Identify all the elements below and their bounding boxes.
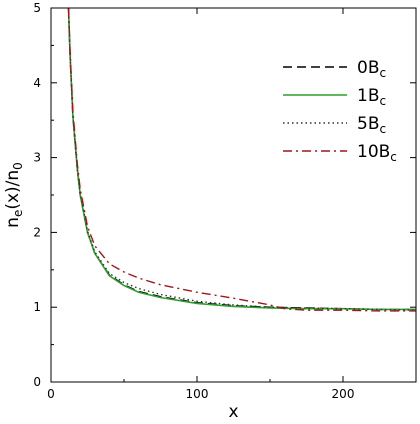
x-tick-label: 100 — [186, 387, 209, 401]
legend-label-3: 10Bc​ — [357, 142, 397, 164]
legend: 0Bc​ 1Bc​ 5Bc​ 10Bc​ — [283, 58, 397, 164]
series-line-5bc — [67, 8, 416, 311]
y-axis-label: ne​(x)/n0​ — [3, 162, 25, 228]
x-axis-label: x — [228, 402, 238, 420]
x-tick-label: 200 — [332, 387, 355, 401]
series-line-10bc — [67, 8, 416, 312]
y-tick-label: 1 — [33, 300, 41, 314]
y-tick-label: 3 — [33, 151, 41, 165]
axes-layer: 0 100 200 0 1 2 3 4 5 — [33, 1, 417, 401]
legend-label-1: 1Bc​ — [357, 86, 386, 108]
y-tick-label: 0 — [33, 375, 41, 389]
legend-label-2: 5Bc​ — [357, 114, 386, 136]
x-tick-label: 0 — [47, 387, 55, 401]
legend-label-0: 0Bc​ — [357, 58, 386, 80]
y-axis-label-text: ne​(x)/n0​ — [3, 162, 25, 228]
y-tick-label: 4 — [33, 76, 41, 90]
series-layer — [67, 8, 416, 312]
y-tick-label: 2 — [33, 225, 41, 239]
y-tick-label: 5 — [33, 1, 41, 15]
